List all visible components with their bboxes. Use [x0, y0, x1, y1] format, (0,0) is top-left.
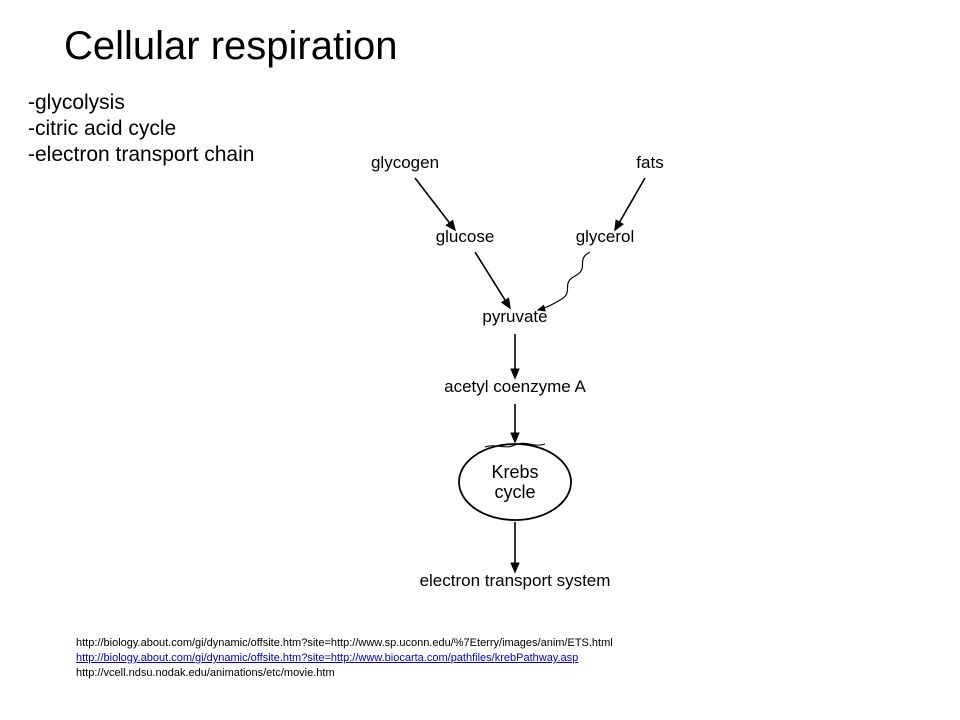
ref-link[interactable]: http://biology.about.com/gi/dynamic/offs…	[76, 652, 578, 664]
ref-line: http://vcell.ndsu.nodak.edu/animations/e…	[76, 666, 613, 681]
bullet-item: -glycolysis	[28, 90, 254, 116]
reference-links: http://biology.about.com/gi/dynamic/offs…	[76, 636, 613, 681]
node-fats: fats	[636, 153, 663, 172]
node-glycerol: glycerol	[576, 227, 635, 246]
arrow-glycogen-glucose	[415, 178, 455, 230]
slide: Cellular respiration -glycolysis-citric …	[0, 0, 960, 720]
ref-line: http://biology.about.com/gi/dynamic/offs…	[76, 651, 613, 666]
bullet-item: -citric acid cycle	[28, 116, 254, 142]
krebs-label-1: Krebs	[491, 462, 538, 482]
bullet-item: -electron transport chain	[28, 142, 254, 168]
wavy-arrow-glycerol-pyruvate	[538, 252, 590, 310]
arrow-glucose-pyruvate	[475, 252, 510, 308]
arrow-fats-glycerol	[615, 178, 645, 230]
diagram-svg: Krebscycle glycogen fats glucose glycerol pyr…	[290, 150, 750, 590]
node-acoa: acetyl coenzyme A	[444, 377, 586, 396]
ref-line: http://biology.about.com/gi/dynamic/offs…	[76, 636, 613, 651]
node-ets: electron transport system	[420, 571, 611, 590]
flow-diagram: Krebscycle glycogen fats glucose glycerol pyr…	[290, 150, 750, 590]
node-glycogen: glycogen	[371, 153, 439, 172]
krebs-label-2: cycle	[494, 482, 535, 502]
node-pyruvate: pyruvate	[482, 307, 547, 326]
node-glucose: glucose	[436, 227, 495, 246]
bullet-list: -glycolysis-citric acid cycle-electron t…	[28, 90, 254, 168]
slide-title: Cellular respiration	[64, 24, 397, 69]
